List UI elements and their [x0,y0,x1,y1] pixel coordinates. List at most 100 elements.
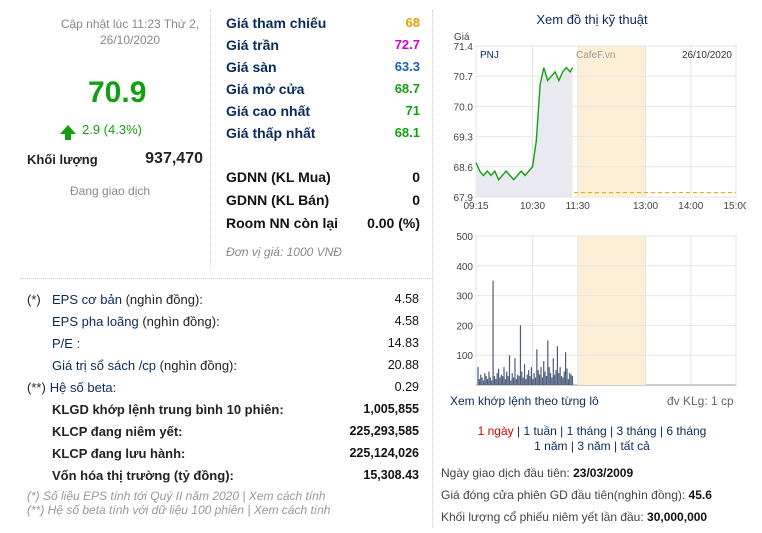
volume-lunch-band [577,236,646,385]
divider [210,10,211,268]
stat-name: EPS cơ bản [52,291,122,307]
lunch-break-band [577,46,646,197]
period-option[interactable]: 1 ngày [477,424,514,438]
listing-info-value: 23/03/2009 [573,466,634,480]
stat-row: (*) EPS cơ bản (nghìn đồng): 4.58 [27,288,419,310]
price-volume-chart: 71.4 70.7 70.0 69.3 68.6 67.9 Giá 09:15 10:30 11:… [454,32,746,386]
stat-name: Vốn hóa thị trường [52,467,171,483]
stat-prefix: (*) [27,291,41,307]
stat-unit: (nghìn đồng): [121,291,203,307]
stat-row: KLCP đang lưu hành: 225,124,026 [27,442,419,464]
period-option[interactable]: 1 tháng [566,424,607,438]
period-sep: | [567,439,578,453]
price-label: Giá sàn [226,59,277,75]
listing-info-row: Giá đóng cửa phiên GD đầu tiên(nghìn đồn… [441,488,712,502]
price-row: Giá mở cửa 68.7 [226,81,420,103]
chart-symbol: PNJ [480,50,499,61]
stat-value: 15,308.43 [363,468,419,482]
period-option[interactable]: 6 tháng [666,424,707,438]
price-y-tick: 69.3 [454,133,474,144]
stat-name: Hệ số beta: [49,379,117,395]
stat-row: EPS pha loãng (nghìn đồng): 4.58 [27,310,419,332]
foreign-value: 0 [412,169,420,185]
order-detail-link[interactable]: Xem khớp lệnh theo từng lô [450,394,599,408]
period-sep: | [606,424,617,438]
stat-name: EPS pha loãng [52,313,139,329]
period-sep: | [610,439,621,453]
stat-label: (*) EPS cơ bản (nghìn đồng): [27,292,203,307]
price-label: Giá mở cửa [226,81,305,97]
price-line [475,66,574,181]
stat-label: KLCP đang lưu hành: [27,446,185,461]
stat-label: EPS pha loãng (nghìn đồng): [27,314,220,329]
stat-unit: (nghìn đồng): [156,357,237,373]
footnote-beta[interactable]: (**) Hệ số beta tính với dữ liệu 100 phi… [27,503,331,517]
price-row: Giá thấp nhất 68.1 [226,125,420,147]
price-y-tick: 70.7 [454,72,474,83]
listing-info-value: 30,000,000 [647,510,708,524]
price-y-tick: 71.4 [454,42,474,53]
price-value: 68.1 [394,125,420,140]
divider [432,10,433,528]
stat-label: KLCP đang niêm yết: [27,424,183,439]
period-option[interactable]: tất cả [620,439,650,453]
stat-label: KLGD khớp lệnh trung bình 10 phiên: [27,402,284,417]
foreign-label: Room NN còn lại [226,215,339,231]
chart-watermark: CafeF.vn [576,50,615,61]
price-x-tick: 11:30 [566,201,591,212]
price-row: Giá trần 72.7 [226,37,420,59]
stat-unit: (nghìn đồng): [138,313,220,329]
price-label: Giá cao nhất [226,103,311,119]
period-option[interactable]: 3 tháng [616,424,657,438]
price-x-tick: 10:30 [520,201,545,212]
listing-info-label: Khối lượng cổ phiếu niêm yết lần đầu: [441,510,648,524]
stat-row: (**) Hệ số beta: 0.29 [27,376,419,398]
foreign-label: GDNN (KL Bán) [226,192,330,208]
period-sep: | [556,424,567,438]
price-change-text: 2.9 (4.3%) [82,122,142,137]
price-x-tick: 13:00 [633,201,658,212]
period-option[interactable]: 1 năm [534,439,568,453]
stat-prefix: (**) [27,379,46,395]
period-row: 1 năm | 3 năm | tất cả [432,439,752,454]
stat-name: KLCP đang lưu hành: [52,445,186,461]
divider [20,278,432,279]
volume-y-tick: 100 [456,351,473,362]
stat-row: Vốn hóa thị trường (tỷ đồng): 15,308.43 [27,464,419,486]
price-x-tick: 09:15 [463,201,488,212]
updated-time: Cập nhật lúc 11:23 Thứ 2, 26/10/2020 [60,17,200,47]
stat-label: Vốn hóa thị trường (tỷ đồng): [27,468,234,483]
stat-value: 4.58 [394,292,419,306]
price-value: 63.3 [394,59,420,74]
price-value: 71 [405,103,420,118]
stat-row: Giá trị sổ sách /cp (nghìn đồng): 20.88 [27,354,419,376]
price-y-label: Giá [454,32,470,43]
stat-value: 225,293,585 [349,424,419,438]
stat-label: (**) Hệ số beta: [27,380,116,395]
stat-name: P/E : [52,335,81,351]
foreign-value: 0 [412,192,420,208]
stat-value: 1,005,855 [363,402,419,416]
stat-unit: (tỷ đồng): [170,467,234,483]
listing-info-label: Ngày giao dịch đầu tiên: [441,466,574,480]
stat-name: KLGD khớp lệnh trung bình 10 phiên: [52,401,284,417]
stat-value: 225,124,026 [349,446,419,460]
unit-note: Đơn vị giá: 1000 VNĐ [226,245,342,259]
period-sep: | [513,424,524,438]
stat-value: 20.88 [387,358,419,372]
listing-info-row: Ngày giao dịch đầu tiên: 23/03/2009 [441,466,633,480]
volume-y-tick: 200 [456,321,473,332]
period-option[interactable]: 1 tuần [523,424,557,438]
current-price: 70.9 [88,76,147,109]
chart-title-link[interactable]: Xem đồ thị kỹ thuật [536,12,648,27]
volume-y-tick: 500 [456,232,473,243]
foreign-row: GDNN (KL Bán) 0 [226,192,420,208]
price-y-tick: 67.9 [454,193,474,204]
foreign-row: Room NN còn lại 0.00 (%) [226,215,420,231]
period-row: 1 ngày | 1 tuần | 1 tháng | 3 tháng | 6 … [432,424,752,439]
price-label: Giá trần [226,37,279,53]
stat-row: KLCP đang niêm yết: 225,293,585 [27,420,419,442]
period-sep: | [656,424,667,438]
footnote-eps[interactable]: (*) Số liệu EPS tính tới Quý II năm 2020… [27,489,326,503]
period-option[interactable]: 3 năm [577,439,611,453]
